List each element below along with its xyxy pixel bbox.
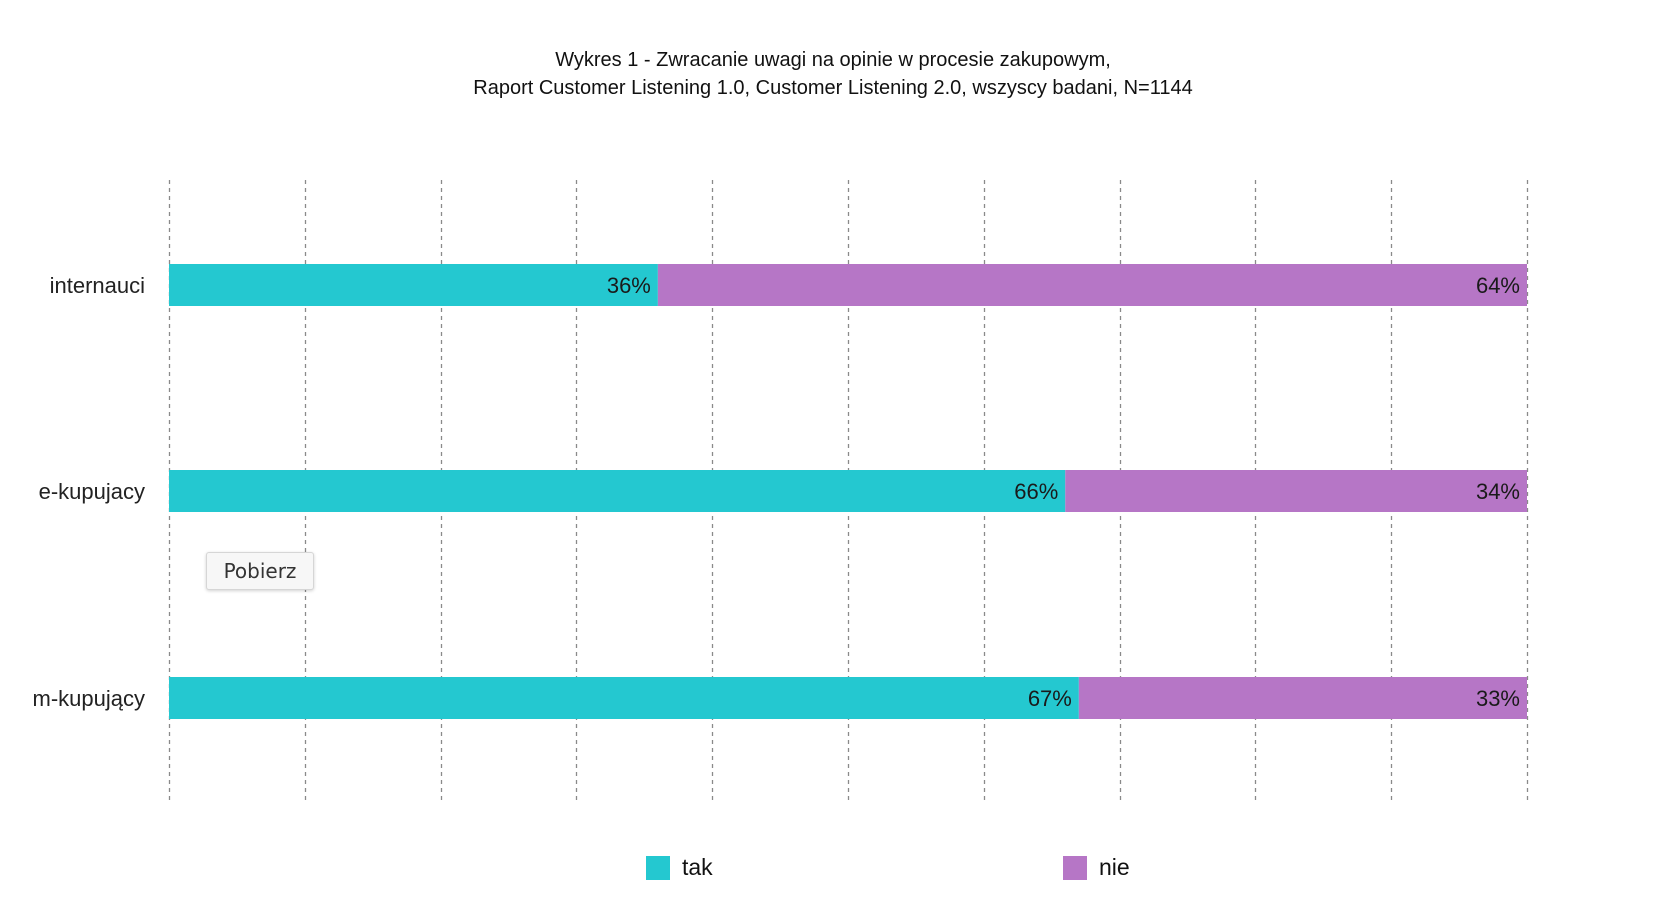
chart-title-line-2: Raport Customer Listening 1.0, Customer … [473, 77, 1193, 99]
data-label-tak-0: 36% [607, 273, 651, 298]
category-label-2: m-kupujący [33, 686, 145, 711]
category-label-0: internauci [50, 273, 145, 298]
legend-swatch-nie [1063, 855, 1087, 880]
category-label-1: e-kupujacy [39, 479, 145, 504]
data-label-nie-0: 64% [1476, 273, 1520, 298]
download-button[interactable]: Pobierz [206, 552, 314, 590]
bar-nie-1 [1065, 470, 1527, 512]
chart-title-line-1: Wykres 1 - Zwracanie uwagi na opinie w p… [555, 49, 1111, 71]
data-label-nie-2: 33% [1476, 686, 1520, 711]
legend-label-tak: tak [682, 854, 713, 880]
chart-title: Wykres 1 - Zwracanie uwagi na opinie w p… [0, 46, 1666, 102]
bar-nie-2 [1078, 677, 1527, 719]
legend-item-nie[interactable]: nie [1063, 854, 1130, 881]
bar-nie-0 [657, 264, 1527, 306]
data-label-tak-1: 66% [1014, 479, 1058, 504]
bar-tak-0 [169, 264, 658, 306]
bar-tak-1 [169, 470, 1066, 512]
data-label-tak-2: 67% [1028, 686, 1072, 711]
bar-tak-2 [169, 677, 1079, 719]
legend-swatch-tak [646, 855, 670, 880]
data-label-nie-1: 34% [1476, 479, 1520, 504]
legend-label-nie: nie [1099, 854, 1130, 880]
legend-item-tak[interactable]: tak [646, 854, 713, 881]
chart-legend: tak nie [0, 854, 1666, 884]
